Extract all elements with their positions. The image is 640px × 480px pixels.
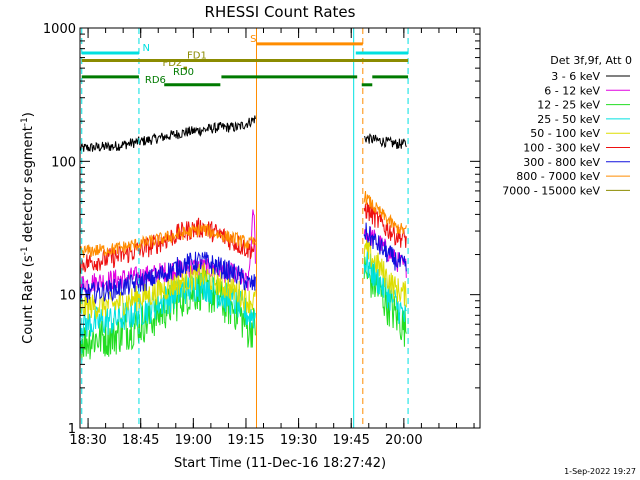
y-tick-label-2: 100 [51, 155, 76, 170]
series-line-4-segment-1 [363, 239, 407, 308]
series-line-6-segment-1 [363, 222, 407, 272]
legend-label-5: 100 - 300 keV [523, 142, 600, 155]
x-axis-label: Start Time (11-Dec-16 18:27:42) [174, 456, 386, 471]
x-tick-label-0: 18:30 [69, 433, 106, 448]
legend-header: Det 3f,9f, Att 0 [550, 54, 632, 67]
series-line-7-segment-1 [363, 190, 407, 235]
flag-label-n: N [142, 43, 149, 54]
flag-label-rd6: RD6 [145, 75, 166, 86]
flag-label-rd0: RD0 [173, 67, 194, 78]
x-tick-label-1: 18:45 [122, 433, 159, 448]
x-tick-label-4: 19:30 [280, 433, 317, 448]
marker-lines-layer [81, 28, 409, 428]
x-tick-label-5: 19:45 [332, 433, 369, 448]
y-axis-label: Count Rate (s-1 detector segment-1) [20, 112, 36, 344]
series-line-0-segment-0 [79, 115, 256, 152]
legend-label-2: 12 - 25 keV [537, 99, 600, 112]
x-tick-label-3: 19:15 [227, 433, 264, 448]
legend-label-3: 25 - 50 keV [537, 113, 600, 126]
series-line-6-segment-0 [79, 251, 256, 305]
series-line-5-segment-1 [363, 202, 407, 248]
chart-title: RHESSI Count Rates [205, 3, 356, 21]
x-tick-label-2: 19:00 [175, 433, 212, 448]
y-tick-label-3: 1000 [43, 22, 76, 37]
x-tick-label-6: 20:00 [385, 433, 422, 448]
legend-label-0: 3 - 6 keV [551, 70, 600, 83]
legend-label-8: 7000 - 15000 keV [502, 184, 600, 197]
series-line-7-segment-0 [79, 223, 256, 258]
generation-timestamp: 1-Sep-2022 19:27 [564, 467, 636, 476]
legend-label-7: 800 - 7000 keV [516, 170, 600, 183]
x-axis: 18:30 18:45 19:00 19:15 19:30 19:45 20:00 [69, 28, 475, 448]
y-tick-label-1: 10 [59, 289, 76, 304]
flag-label-fd2: FD2 [162, 58, 182, 69]
y-tick-label-0: 1 [68, 422, 76, 437]
legend-label-6: 300 - 800 keV [523, 156, 600, 169]
series-line-0-segment-1 [363, 133, 407, 149]
flag-label-fd1: FD1 [187, 51, 207, 62]
y-axis: 1 10 100 1000 [43, 22, 480, 437]
plot-frame [79, 27, 481, 429]
flag-label-s: S [250, 34, 256, 45]
series-layer [79, 115, 407, 363]
legend-label-1: 6 - 12 keV [544, 84, 600, 97]
legend-label-4: 50 - 100 keV [530, 127, 600, 140]
